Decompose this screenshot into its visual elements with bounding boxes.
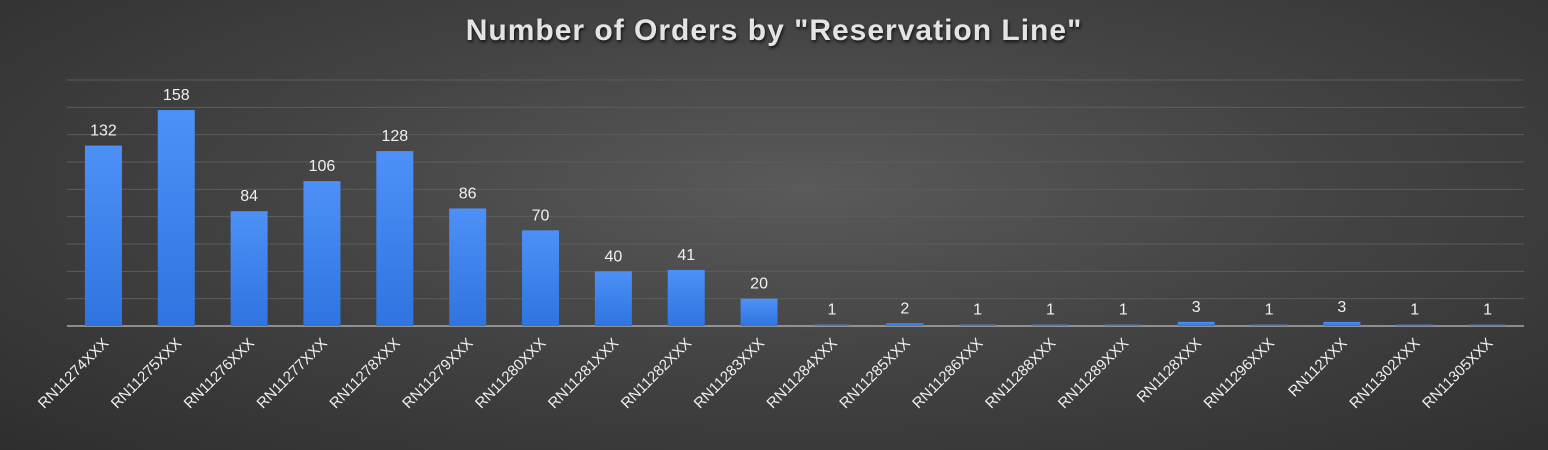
- bar[interactable]: [230, 211, 268, 326]
- bar[interactable]: [667, 269, 705, 326]
- x-tick-label: RN11286XXX: [909, 335, 986, 412]
- data-label: 84: [240, 188, 258, 205]
- bar[interactable]: [1396, 324, 1434, 326]
- bar[interactable]: [594, 271, 632, 326]
- data-label: 70: [532, 207, 550, 224]
- data-label: 158: [163, 87, 190, 104]
- x-tick-label: RN11289XXX: [1055, 335, 1132, 412]
- x-tick-label: RN11284XXX: [763, 335, 840, 412]
- x-tick-label: RN11278XXX: [326, 335, 403, 412]
- x-tick-label: RN11283XXX: [691, 335, 768, 412]
- data-label: 106: [309, 158, 336, 175]
- bar[interactable]: [1104, 324, 1142, 326]
- bar[interactable]: [376, 151, 414, 326]
- data-label: 3: [1192, 299, 1201, 316]
- bars: [84, 110, 1507, 326]
- x-tick-label: RN11276XXX: [181, 335, 258, 412]
- x-tick-label: RN11281XXX: [545, 335, 622, 412]
- data-label: 20: [750, 276, 768, 293]
- data-label: 1: [1483, 302, 1492, 319]
- x-tick-label: RN11280XXX: [472, 335, 549, 412]
- x-axis-tick-labels: RN11274XXXRN11275XXXRN11276XXXRN11277XXX…: [35, 335, 1496, 412]
- x-tick-label: RN11279XXX: [399, 335, 476, 412]
- data-label: 40: [604, 248, 622, 265]
- bar[interactable]: [157, 110, 195, 326]
- x-tick-label: RN11282XXX: [618, 335, 695, 412]
- data-label: 41: [677, 247, 695, 264]
- bar[interactable]: [449, 208, 487, 326]
- data-label: 3: [1337, 299, 1346, 316]
- data-label: 1: [1119, 302, 1128, 319]
- bar[interactable]: [1177, 321, 1215, 326]
- data-label: 2: [900, 300, 909, 317]
- x-tick-label: RN11275XXX: [108, 335, 185, 412]
- bar[interactable]: [1323, 321, 1361, 326]
- bar[interactable]: [959, 324, 997, 326]
- data-label: 1: [1265, 302, 1274, 319]
- bar[interactable]: [303, 181, 341, 326]
- data-label: 86: [459, 185, 477, 202]
- data-label: 1: [827, 302, 836, 319]
- x-tick-label: RN112XXX: [1285, 335, 1350, 400]
- data-label: 132: [90, 123, 117, 140]
- x-tick-label: RN11285XXX: [836, 335, 913, 412]
- x-tick-label: RN11305XXX: [1419, 335, 1496, 412]
- x-tick-label: RN11277XXX: [254, 335, 331, 412]
- gridlines: [67, 79, 1524, 327]
- bar[interactable]: [886, 323, 924, 326]
- data-label: 1: [1410, 302, 1419, 319]
- data-label: 128: [381, 128, 408, 145]
- bar[interactable]: [1469, 324, 1507, 326]
- bar[interactable]: [1031, 324, 1069, 326]
- data-label: 1: [1046, 302, 1055, 319]
- x-tick-label: RN11288XXX: [982, 335, 1059, 412]
- data-label: 1: [973, 302, 982, 319]
- bar[interactable]: [522, 230, 560, 326]
- data-labels: 132 158 84 106 128 86 70 40 41 20 1 2 1 1 1 3 1 3 1 1: [90, 87, 1492, 319]
- bar[interactable]: [813, 324, 851, 326]
- x-tick-label: RN11274XXX: [35, 335, 112, 412]
- x-tick-label: RN11296XXX: [1201, 335, 1278, 412]
- x-tick-label: RN1128XXX: [1134, 335, 1205, 406]
- x-tick-label: RN11302XXX: [1346, 335, 1423, 412]
- bar[interactable]: [1250, 324, 1288, 326]
- bar[interactable]: [740, 298, 778, 326]
- chart-title: Number of Orders by "Reservation Line": [465, 14, 1083, 47]
- bar[interactable]: [84, 145, 122, 326]
